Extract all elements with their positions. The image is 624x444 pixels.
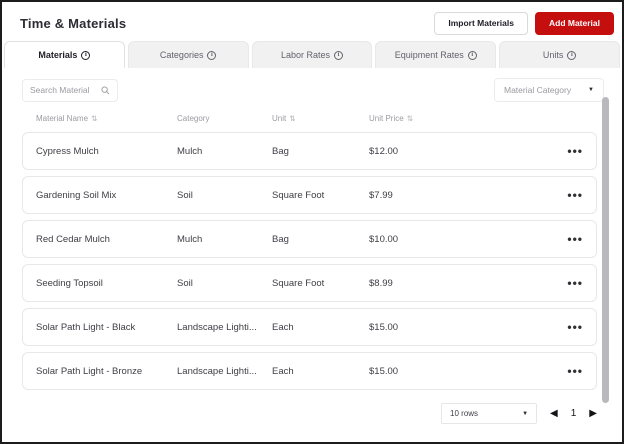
column-header[interactable]: Unit ⇅ [272, 114, 369, 123]
row-actions-menu-icon[interactable]: ••• [567, 276, 583, 290]
info-icon: i [567, 50, 577, 60]
search-box[interactable] [22, 78, 118, 102]
table-row[interactable]: Solar Path Light - Bronze Landscape Ligh… [22, 352, 597, 390]
rows-per-page-dropdown[interactable]: 10 rows ▼ [441, 403, 538, 424]
material-name-cell: Red Cedar Mulch [36, 233, 110, 245]
info-icon: i [207, 50, 217, 60]
material-category-dropdown-value: Material Category [504, 85, 572, 95]
material-name-cell: Seeding Topsoil [36, 277, 103, 289]
info-icon: i [334, 50, 343, 60]
page-header: Time & Materials Import Materials Add Ma… [2, 2, 622, 36]
sort-icon: ⇅ [406, 114, 413, 123]
tab-label: Labor Rates [280, 50, 330, 60]
category-cell: Soil [177, 189, 193, 201]
add-material-button[interactable]: Add Material [534, 11, 614, 35]
row-actions-menu-icon[interactable]: ••• [567, 144, 583, 158]
table-row[interactable]: Gardening Soil Mix Soil Square Foot $7.9… [22, 176, 597, 214]
unit-cell: Bag [272, 145, 289, 157]
tab-bar: Materials i Categories i Labor Rates i E… [2, 41, 622, 68]
unit-cell: Square Foot [272, 189, 325, 201]
rows-per-page-value: 10 rows [450, 409, 479, 418]
unit-cell: Square Foot [272, 277, 325, 289]
chevron-down-icon: ▼ [522, 410, 529, 417]
filter-controls: Material Category ▼ [22, 78, 604, 102]
tab-label: Categories [159, 50, 204, 60]
tab-label: Equipment Rates [394, 50, 464, 60]
tab-labor-rates[interactable]: Labor Rates i [251, 41, 373, 68]
column-header-label: Material Name [36, 114, 89, 123]
column-header[interactable]: Material Name ⇅ [36, 114, 177, 123]
category-cell: Soil [177, 277, 193, 289]
info-icon: i [467, 50, 477, 60]
pagination: 10 rows ▼ ◀ 1 ▶ [22, 403, 597, 424]
scrollbar-thumb[interactable] [602, 97, 609, 403]
material-category-dropdown[interactable]: Material Category ▼ [494, 78, 604, 102]
tab-categories[interactable]: Categories i [127, 41, 249, 68]
tab-label: Units [542, 50, 564, 60]
category-cell: Mulch [177, 233, 203, 245]
tab-equipment-rates[interactable]: Equipment Rates i [375, 41, 497, 68]
unit-price-cell: $15.00 [369, 321, 399, 333]
table-row[interactable]: Solar Path Light - Black Landscape Light… [22, 308, 597, 346]
unit-cell: Each [272, 365, 294, 377]
table-row[interactable]: Red Cedar Mulch Mulch Bag $10.00 ••• [22, 220, 597, 258]
material-name-cell: Cypress Mulch [36, 145, 99, 157]
unit-price-cell: $15.00 [369, 365, 399, 377]
unit-price-cell: $10.00 [369, 233, 399, 245]
material-name-cell: Gardening Soil Mix [36, 189, 117, 201]
row-actions-menu-icon[interactable]: ••• [567, 232, 583, 246]
import-materials-button[interactable]: Import Materials [434, 11, 528, 35]
chevron-down-icon: ▼ [588, 87, 594, 93]
previous-page-button[interactable]: ◀ [550, 407, 558, 419]
search-icon [101, 85, 110, 95]
category-cell: Landscape Lighti... [177, 321, 257, 333]
search-input[interactable] [30, 85, 101, 95]
header-actions: Import Materials Add Material [434, 11, 614, 35]
current-page-number: 1 [570, 408, 577, 419]
row-actions-menu-icon[interactable]: ••• [567, 320, 583, 334]
table-header: Material Name ⇅ Category Unit ⇅ Unit Pri… [22, 108, 604, 132]
table-row[interactable]: Cypress Mulch Mulch Bag $12.00 ••• [22, 132, 597, 170]
unit-cell: Bag [272, 233, 289, 245]
materials-table: Cypress Mulch Mulch Bag $12.00 ••• Garde… [22, 132, 597, 390]
table-row[interactable]: Seeding Topsoil Soil Square Foot $8.99 •… [22, 264, 597, 302]
category-cell: Landscape Lighti... [177, 365, 257, 377]
tab-label: Materials [38, 50, 78, 60]
column-header-label: Unit [272, 114, 287, 123]
unit-cell: Each [272, 321, 294, 333]
info-icon: i [81, 50, 91, 60]
row-actions-menu-icon[interactable]: ••• [567, 188, 583, 202]
tab-units[interactable]: Units i [499, 41, 620, 68]
unit-price-cell: $8.99 [369, 277, 393, 289]
material-name-cell: Solar Path Light - Black [36, 321, 136, 333]
column-header[interactable]: Unit Price ⇅ [369, 114, 550, 123]
sort-icon: ⇅ [289, 114, 296, 123]
category-cell: Mulch [177, 145, 203, 157]
main-content: Material Category ▼ Material Name ⇅ Cate… [2, 78, 622, 424]
unit-price-cell: $12.00 [369, 145, 399, 157]
page-title: Time & Materials [20, 15, 127, 31]
tab-materials[interactable]: Materials i [4, 41, 125, 68]
row-actions-menu-icon[interactable]: ••• [567, 364, 583, 378]
column-header-label: Category [177, 114, 210, 123]
vertical-scrollbar [602, 97, 609, 403]
column-header-label: Unit Price [369, 114, 404, 123]
next-page-button[interactable]: ▶ [589, 407, 597, 419]
sort-icon: ⇅ [91, 114, 98, 123]
unit-price-cell: $7.99 [369, 189, 393, 201]
column-header[interactable]: Category [177, 114, 272, 123]
material-name-cell: Solar Path Light - Bronze [36, 365, 143, 377]
